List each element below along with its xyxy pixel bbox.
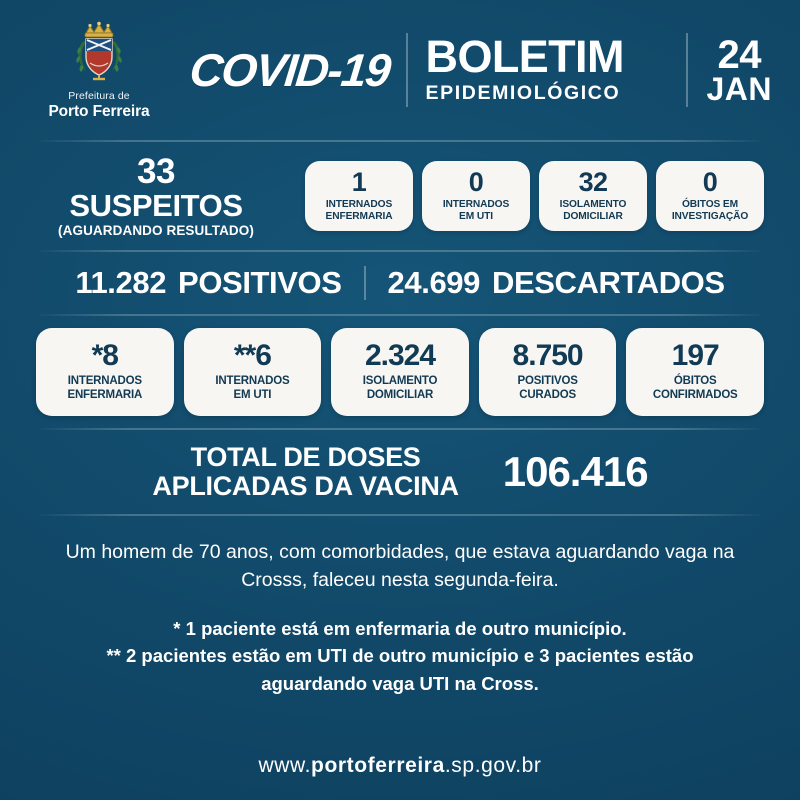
url-domain: portoferreira	[311, 754, 445, 777]
section-divider-stats	[40, 428, 760, 430]
card-value: 1	[351, 166, 367, 197]
positives-label: POSITIVOS	[178, 265, 342, 300]
suspects-card: 0 ÓBITOS EM INVESTIGAÇÃO	[656, 161, 764, 231]
vaccine-section: TOTAL DE DOSES APLICADAS DA VACINA 106.41…	[0, 430, 800, 514]
date-group: 24 JAN	[654, 33, 772, 107]
page-subtitle-epidemiologico: EPIDEMIOLÓGICO	[425, 81, 621, 104]
page-title-boletim: BOLETIM	[425, 31, 625, 83]
statistics-card: 2.324 ISOLAMENTO DOMICILIAR	[331, 328, 469, 416]
card-value: 8.750	[512, 339, 584, 373]
discarded-total: 24.699 DESCARTADOS	[387, 265, 726, 301]
card-label: INTERNADOS EM UTI	[215, 375, 290, 401]
suspects-sublabel: (AGUARDANDO RESULTADO)	[58, 222, 254, 238]
statistics-card-list: *8 INTERNADOS ENFERMARIA **6 INTERNADOS EM…	[0, 316, 800, 428]
card-value: 0	[702, 166, 718, 197]
card-value: *8	[91, 339, 119, 373]
section-divider-vaccine	[40, 514, 760, 516]
card-value: 0	[468, 166, 484, 197]
vaccine-label: TOTAL DE DOSES APLICADAS DA VACINA	[152, 442, 459, 501]
suspects-summary: 33 SUSPEITOS (AGUARDANDO RESULTADO)	[40, 154, 272, 237]
card-value: 32	[578, 166, 608, 197]
page-title-covid: COVID-19	[187, 44, 393, 96]
suspects-card-list: 1 INTERNADOS ENFERMARIA 0 INTERNADOS EM UT…	[286, 161, 764, 231]
suspects-count: 33	[137, 152, 175, 192]
suspects-card: 1 INTERNADOS ENFERMARIA	[305, 161, 413, 231]
header-divider-2	[686, 33, 689, 107]
card-label: INTERNADOS ENFERMARIA	[67, 375, 143, 401]
brand-subtitle: Prefeitura de	[68, 90, 130, 102]
bulletin-title-group: BOLETIM EPIDEMIOLÓGICO	[408, 31, 628, 104]
discarded-label: DESCARTADOS	[491, 265, 725, 300]
card-label: POSITIVOS CURADOS	[517, 375, 578, 401]
card-label: ISOLAMENTO DOMICILIAR	[362, 375, 438, 401]
section-divider-top	[40, 140, 760, 142]
brand-logo: Prefeitura de Porto Ferreira	[34, 19, 164, 121]
footnotes-text: * 1 paciente está em enfermaria de outro…	[106, 617, 694, 695]
url-suffix: .sp.gov.br	[444, 754, 542, 777]
card-label: ÓBITOS EM INVESTIGAÇÃO	[671, 198, 749, 222]
date-month: JAN	[706, 70, 772, 107]
section-divider-suspects	[40, 250, 760, 252]
date-day: 24	[717, 32, 761, 77]
header-divider-1	[405, 33, 408, 107]
positives-total: 11.282 POSITIVOS	[75, 265, 342, 301]
suspects-card: 0 INTERNADOS EM UTI	[422, 161, 530, 231]
suspects-section: 33 SUSPEITOS (AGUARDANDO RESULTADO) 1 IN…	[0, 142, 800, 250]
card-label: INTERNADOS EM UTI	[442, 198, 510, 222]
card-value: **6	[233, 339, 272, 373]
suspects-card: 32 ISOLAMENTO DOMICILIAR	[539, 161, 647, 231]
narrative-text: Um homem de 70 anos, com comorbidades, q…	[65, 541, 735, 592]
discarded-value: 24.699	[387, 265, 481, 300]
statistics-card: *8 INTERNADOS ENFERMARIA	[36, 328, 174, 416]
card-value: 2.324	[364, 339, 436, 373]
card-label: ISOLAMENTO DOMICILIAR	[559, 198, 627, 222]
header-title-group: COVID-19 BOLETIM EPIDEMIOLÓGICO	[164, 33, 654, 107]
header: Prefeitura de Porto Ferreira COVID-19 BO…	[0, 0, 800, 140]
section-divider-totals	[40, 314, 760, 316]
card-label: INTERNADOS ENFERMARIA	[325, 198, 393, 222]
suspects-label: SUSPEITOS	[69, 188, 243, 224]
statistics-card: 8.750 POSITIVOS CURADOS	[478, 328, 617, 416]
positives-value: 11.282	[75, 265, 167, 300]
totals-divider	[363, 266, 366, 300]
card-label: ÓBITOS CONFIRMADOS	[652, 375, 738, 401]
website-url[interactable]: www.portoferreira.sp.gov.br	[0, 754, 800, 778]
totals-section: 11.282 POSITIVOS 24.699 DESCARTADOS	[0, 252, 800, 314]
bulletin-date: 24 JAN	[706, 32, 772, 107]
brand-title: Porto Ferreira	[48, 103, 150, 120]
card-value: 197	[671, 339, 720, 373]
statistics-card: 197 ÓBITOS CONFIRMADOS	[626, 328, 764, 416]
statistics-card: **6 INTERNADOS EM UTI	[183, 328, 322, 416]
vaccine-value: 106.416	[502, 448, 649, 495]
url-prefix: www.	[258, 754, 312, 777]
coat-of-arms-icon	[70, 19, 128, 87]
